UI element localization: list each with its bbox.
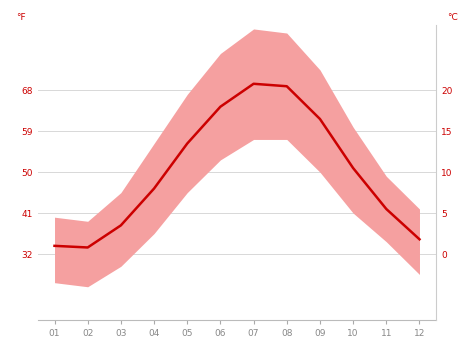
Text: °C: °C xyxy=(447,13,458,22)
Text: °F: °F xyxy=(16,13,26,22)
